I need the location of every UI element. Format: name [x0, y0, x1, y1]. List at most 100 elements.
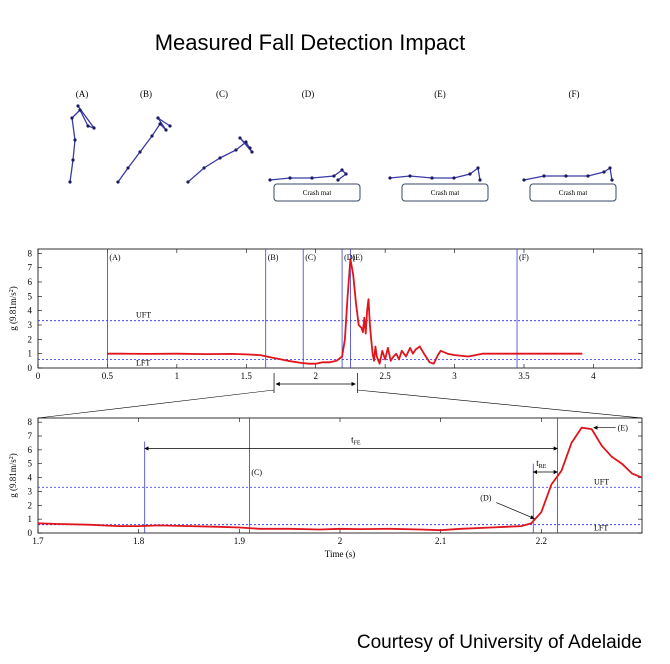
figure-joint — [71, 158, 75, 162]
x-tick-label: 2.5 — [380, 371, 392, 381]
y-tick-label: 7 — [28, 431, 33, 441]
figure-joint — [522, 178, 526, 182]
y-tick-label: 1 — [28, 514, 33, 524]
duration-label: tFE — [351, 434, 361, 446]
figure-joint — [610, 178, 614, 182]
figure-joint — [602, 170, 606, 174]
figure-joint — [186, 180, 190, 184]
figure-joint — [268, 178, 272, 182]
y-tick-label: 3 — [28, 320, 33, 330]
y-tick-label: 0 — [28, 528, 33, 538]
event-marker-label: (C) — [251, 468, 262, 477]
figure-label: (D) — [302, 89, 315, 99]
x-tick-label: 2 — [313, 371, 318, 381]
figure-joint — [138, 150, 142, 154]
figure-joint — [248, 146, 252, 150]
figure-joint — [336, 178, 340, 182]
stick-figure: (F) Crash mat — [522, 89, 617, 202]
figure-label: (C) — [216, 89, 228, 99]
figure-joint — [564, 174, 568, 178]
figure-joint — [70, 116, 74, 120]
figure-joint — [250, 150, 254, 154]
x-tick-label: 2.2 — [536, 536, 547, 546]
figure-joint — [76, 104, 80, 108]
figure-joint — [168, 124, 172, 128]
event-marker-label: (D) — [344, 253, 355, 262]
y-tick-label: 6 — [28, 277, 33, 287]
x-tick-label: 2.1 — [435, 536, 446, 546]
y-axis-label: g (9.81m/s2) — [8, 286, 18, 331]
chart-title: Measured Fall Detection Impact — [154, 30, 466, 55]
x-tick-label: 1.7 — [32, 536, 44, 546]
figure-joint — [430, 176, 434, 180]
figure-limbs — [389, 166, 481, 181]
plot-area — [38, 418, 642, 533]
overview-chart: 0 1 2 3 4 5 6 7 8 0 0.5 1 1.5 2 2.5 3 3.5 4 g (9.81m/s2) UF… — [8, 248, 643, 381]
point-label: (E) — [618, 424, 629, 433]
y-tick-label: 1 — [28, 349, 33, 359]
y-tick-label: 5 — [28, 291, 33, 301]
stick-figure: (D) Crash mat — [268, 89, 361, 202]
crash-mat — [273, 183, 361, 202]
x-tick-label: 1 — [175, 371, 180, 381]
figure-joint — [608, 166, 612, 170]
x-tick-label: 0.5 — [102, 371, 114, 381]
stick-figure: (C) — [186, 89, 254, 184]
figure-joint — [156, 116, 160, 120]
figure-joint — [92, 126, 96, 130]
y-axis-label: g (9.81m/s2) — [8, 453, 18, 498]
figure-joint — [332, 174, 336, 178]
zoom-connector — [37, 373, 643, 419]
crash-mat — [529, 183, 617, 202]
event-marker-label: (E) — [352, 253, 363, 262]
y-tick-label: 0 — [28, 363, 33, 373]
x-tick-label: 0 — [36, 371, 41, 381]
duration-label: tRE — [536, 458, 547, 470]
figure-joint — [452, 176, 456, 180]
crash-mat-label: Crash mat — [559, 189, 588, 197]
figure-limbs — [523, 166, 613, 181]
x-tick-label: 1.8 — [133, 536, 145, 546]
x-tick-label: 4 — [591, 371, 596, 381]
plot-frame — [37, 248, 643, 369]
figure-joint — [116, 180, 120, 184]
figure-joint — [234, 148, 238, 152]
figure-label: (F) — [569, 89, 580, 99]
figure-joint — [388, 176, 392, 180]
figure-label: (A) — [76, 89, 89, 99]
figure-limbs — [117, 117, 171, 183]
crash-mat-label: Crash mat — [303, 189, 332, 197]
stick-figure: (B) — [116, 89, 172, 184]
zoom-guide — [37, 389, 275, 419]
x-axis-label: Time (s) — [325, 549, 355, 559]
figure-joint — [344, 172, 348, 176]
figure-joint — [86, 124, 90, 128]
x-tick-label: 3.5 — [518, 371, 530, 381]
figure-sequence: (A) (B) (C) (D) Crash mat (E) Crash mat (F) Cras… — [68, 89, 617, 202]
figure-joint — [408, 174, 412, 178]
figure-joint — [340, 168, 344, 172]
event-marker-label: (F) — [519, 253, 529, 262]
figure-joint — [586, 174, 590, 178]
figure-joint — [468, 172, 472, 176]
y-tick-label: 8 — [28, 248, 33, 258]
figure-joint — [542, 174, 546, 178]
y-tick-label: 5 — [28, 459, 33, 469]
figure-joint — [73, 138, 77, 142]
y-tick-label: 2 — [28, 500, 33, 510]
figure-limbs — [69, 105, 96, 183]
event-marker-label: (A) — [109, 253, 120, 262]
plot-area — [38, 249, 642, 368]
pointer-arrow — [496, 502, 535, 519]
figure-joint — [158, 122, 162, 126]
threshold-label: UFT — [594, 477, 609, 486]
y-tick-label: 4 — [28, 473, 33, 483]
stick-figure: (A) — [68, 89, 96, 184]
x-tick-label: 2 — [338, 536, 343, 546]
y-tick-label: 6 — [28, 445, 33, 455]
figure-joint — [126, 166, 130, 170]
signal-series — [107, 258, 583, 365]
figure-label: (B) — [140, 89, 152, 99]
stick-figure: (E) Crash mat — [388, 89, 489, 202]
